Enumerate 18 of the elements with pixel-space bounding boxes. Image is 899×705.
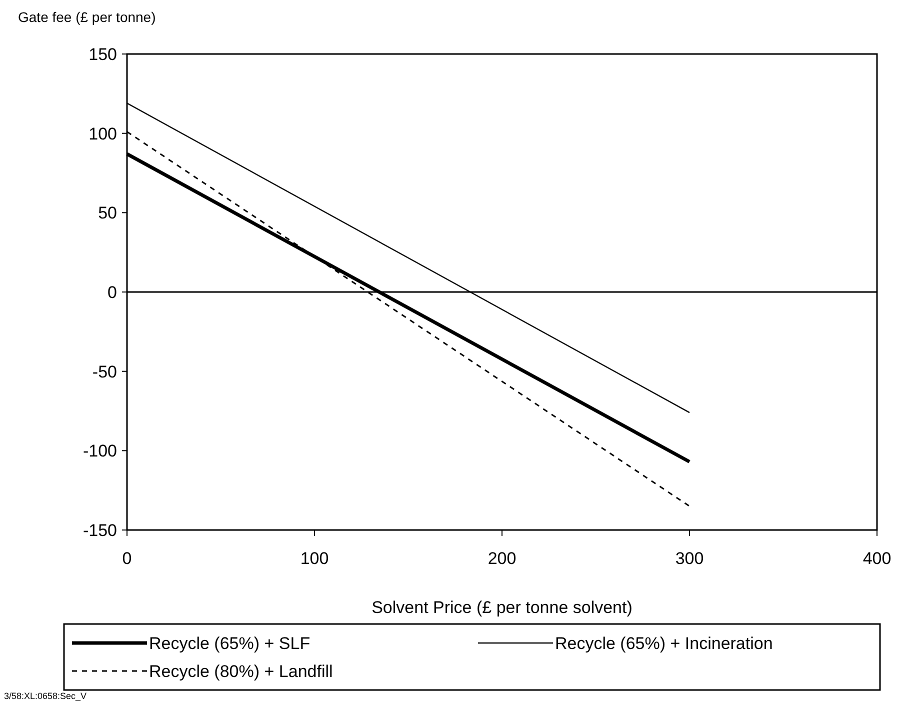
x-tick-label: 0 (122, 549, 132, 568)
x-tick-label: 400 (862, 549, 892, 568)
y-tick-label: -100 (82, 442, 117, 461)
y-tick-label: 50 (98, 204, 117, 223)
y-tick-label: 150 (88, 44, 117, 64)
text: 3/58:XL:0658:Sec_V (4, 691, 87, 701)
y-tick-label: -50 (92, 362, 117, 382)
y-tick-label: 100 (88, 124, 117, 144)
x-tick-label: 200 (488, 549, 516, 568)
legend-label: Recycle (80%) + Landfill (149, 662, 333, 681)
y-axis-title: Gate fee (£ per tonne) (18, 9, 156, 25)
y-tick-label: -150 (82, 520, 117, 540)
x-tick-label: 300 (675, 549, 704, 568)
x-axis-title: Solvent Price (£ per tonne solvent) (372, 598, 632, 617)
x-tick-label: 100 (300, 549, 329, 568)
y-tick-label: 0 (108, 282, 117, 302)
legend-label: Recycle (65%) + SLF (149, 634, 310, 653)
legend-label: Recycle (65%) + Incineration (555, 634, 773, 653)
